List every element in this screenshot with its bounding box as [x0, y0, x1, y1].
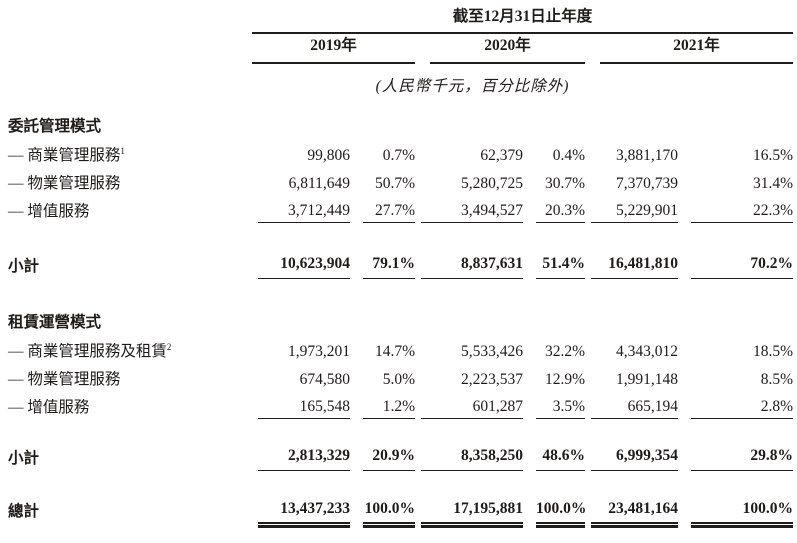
percent-2019: 100.0%	[363, 500, 415, 528]
row-value-added-services-2: — 增值服務 165,548 1.2% 601,287 3.5% 665,194…	[8, 394, 794, 422]
value-2021: 16,481,810	[591, 255, 678, 279]
footnote-marker: 2	[166, 341, 172, 352]
value-2020: 8,837,631	[421, 255, 523, 279]
row-label: — 增值服務	[8, 203, 90, 220]
percent-2021: 22.3%	[691, 202, 794, 223]
value-2019: 165,548	[258, 398, 350, 419]
section-heading-label: 委託管理模式	[8, 118, 102, 135]
value-2020: 5,533,426	[461, 343, 523, 360]
value-2021: 6,999,354	[591, 447, 678, 471]
total-row: 總計 13,437,233 100.0% 17,195,881 100.0% 2…	[8, 498, 794, 528]
row-property-management-services-2: — 物業管理服務 674,580 5.0% 2,223,537 12.9% 1,…	[8, 366, 793, 394]
percent-2020: 51.4%	[536, 255, 585, 279]
value-2020: 8,358,250	[421, 447, 523, 471]
year-columns-row: 2019年 2020年 2021年	[8, 34, 794, 64]
percent-2019: 5.0%	[382, 371, 415, 388]
value-2019: 2,813,329	[258, 447, 350, 471]
section-heading-label: 租賃運營模式	[8, 314, 102, 331]
percent-2019: 20.9%	[363, 447, 415, 471]
spacer-row	[8, 226, 793, 252]
row-label: — 物業管理服務	[8, 175, 121, 192]
row-label: — 商業管理服務及租賃	[8, 343, 167, 360]
value-2021: 665,194	[591, 398, 678, 419]
value-2021: 4,343,012	[616, 343, 678, 360]
percent-2019: 14.7%	[374, 343, 415, 360]
percent-2020: 3.5%	[536, 398, 585, 419]
value-2019: 6,811,649	[288, 175, 350, 192]
column-header-2020: 2020年	[430, 37, 585, 64]
percent-2021: 100.0%	[691, 500, 794, 528]
row-commercial-management-services-and-lease: — 商業管理服務及租賃2 1,973,201 14.7% 5,533,426 3…	[8, 338, 793, 366]
value-2020: 601,287	[421, 398, 523, 419]
value-2020: 62,379	[480, 147, 523, 164]
percent-2020: 48.6%	[536, 447, 585, 471]
value-2019: 674,580	[299, 371, 350, 388]
subtotal-row-lease-operation: 小計 2,813,329 20.9% 8,358,250 48.6% 6,999…	[8, 444, 794, 474]
spacer-row	[8, 282, 793, 308]
percent-2020: 32.2%	[544, 343, 585, 360]
row-value-added-services-1: — 增值服務 3,712,449 27.7% 3,494,527 20.3% 5…	[8, 198, 794, 226]
percent-2021: 2.8%	[691, 398, 794, 419]
revenue-breakdown-table: 截至12月31日止年度 2019年 2020年 2021年 (人民幣千元，百分比…	[8, 0, 794, 528]
value-2020: 17,195,881	[421, 500, 523, 528]
value-2019: 13,437,233	[258, 500, 350, 528]
row-commercial-management-services-1: — 商業管理服務1 99,806 0.7% 62,379 0.4% 3,881,…	[8, 142, 793, 170]
percent-2021: 29.8%	[691, 447, 794, 471]
footnote-marker: 1	[120, 145, 125, 156]
row-label: — 商業管理服務	[8, 147, 121, 164]
spacer-row	[8, 102, 793, 112]
value-2020: 3,494,527	[421, 202, 523, 223]
percent-2020: 0.4%	[552, 147, 585, 164]
percent-2019: 27.7%	[363, 202, 415, 223]
value-2021: 5,229,901	[591, 202, 678, 223]
percent-2021: 16.5%	[752, 147, 794, 164]
unit-note-row: (人民幣千元，百分比除外)	[8, 64, 793, 102]
column-header-2019: 2019年	[252, 37, 415, 64]
row-property-management-services-1: — 物業管理服務 6,811,649 50.7% 5,280,725 30.7%…	[8, 170, 793, 198]
period-header-row: 截至12月31日止年度	[8, 0, 794, 34]
total-label: 總計	[8, 503, 40, 520]
subtotal-row-entrusted-management: 小計 10,623,904 79.1% 8,837,631 51.4% 16,4…	[8, 252, 794, 282]
percent-2019: 0.7%	[382, 147, 415, 164]
percent-2019: 79.1%	[363, 255, 415, 279]
percent-2020: 20.3%	[536, 202, 585, 223]
subtotal-label: 小計	[8, 258, 40, 275]
percent-2020: 100.0%	[536, 500, 586, 528]
value-2021: 7,370,739	[616, 175, 678, 192]
percent-2020: 30.7%	[544, 175, 585, 192]
section-heading-lease-operation: 租賃運營模式	[8, 308, 793, 338]
value-2021: 3,881,170	[616, 147, 678, 164]
percent-2021: 70.2%	[691, 255, 794, 279]
percent-2021: 18.5%	[752, 343, 794, 360]
percent-2019: 1.2%	[363, 398, 415, 419]
value-2021: 1,991,148	[616, 371, 678, 388]
unit-note: (人民幣千元，百分比除外)	[375, 78, 570, 95]
spacer-row	[8, 474, 793, 498]
value-2021: 23,481,164	[591, 500, 678, 528]
percent-2021: 31.4%	[752, 175, 794, 192]
percent-2019: 50.7%	[374, 175, 415, 192]
section-heading-entrusted-management: 委託管理模式	[8, 112, 793, 142]
spacer-row	[8, 422, 793, 444]
period-header: 截至12月31日止年度	[252, 8, 794, 34]
row-label: — 增值服務	[8, 399, 90, 416]
subtotal-label: 小計	[8, 450, 40, 467]
value-2020: 5,280,725	[461, 175, 523, 192]
column-header-2021: 2021年	[600, 37, 794, 64]
percent-2021: 8.5%	[760, 371, 794, 388]
value-2019: 3,712,449	[258, 202, 350, 223]
percent-2020: 12.9%	[544, 371, 585, 388]
row-label: — 物業管理服務	[8, 371, 121, 388]
value-2019: 1,973,201	[288, 343, 350, 360]
value-2019: 10,623,904	[258, 255, 350, 279]
value-2019: 99,806	[307, 147, 350, 164]
value-2020: 2,223,537	[461, 371, 523, 388]
